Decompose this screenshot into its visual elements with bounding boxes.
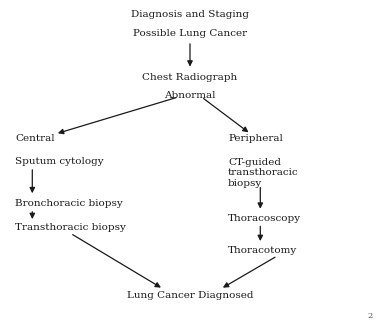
Text: Central: Central — [15, 134, 55, 143]
Text: Chest Radiograph: Chest Radiograph — [142, 73, 238, 82]
Text: Possible Lung Cancer: Possible Lung Cancer — [133, 29, 247, 38]
Text: Bronchoracic biopsy: Bronchoracic biopsy — [15, 199, 123, 208]
Text: Diagnosis and Staging: Diagnosis and Staging — [131, 10, 249, 19]
Text: Thoracoscopy: Thoracoscopy — [228, 214, 301, 223]
Text: Lung Cancer Diagnosed: Lung Cancer Diagnosed — [127, 291, 253, 300]
Text: Peripheral: Peripheral — [228, 134, 283, 143]
Text: Sputum cytology: Sputum cytology — [15, 157, 104, 166]
Text: Thoracotomy: Thoracotomy — [228, 246, 297, 255]
Text: 2: 2 — [367, 312, 372, 320]
Text: Transthoracic biopsy: Transthoracic biopsy — [15, 223, 126, 232]
Text: CT-guided
transthoracic
biopsy: CT-guided transthoracic biopsy — [228, 158, 299, 188]
Text: Abnormal: Abnormal — [164, 91, 216, 100]
